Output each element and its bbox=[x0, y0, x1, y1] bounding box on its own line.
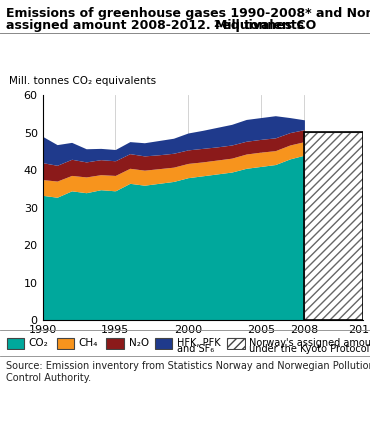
Text: Emissions of greenhouse gases 1990-2008* and Norway's: Emissions of greenhouse gases 1990-2008*… bbox=[6, 7, 370, 19]
Bar bbox=[57, 338, 74, 349]
Bar bbox=[107, 338, 124, 349]
Text: equivalents: equivalents bbox=[218, 19, 304, 31]
Bar bbox=[305, 132, 363, 320]
Text: HFK, PFK: HFK, PFK bbox=[177, 338, 221, 348]
Text: Norway's assigned amount: Norway's assigned amount bbox=[249, 338, 370, 348]
Text: under the Kyoto Protocol: under the Kyoto Protocol bbox=[249, 344, 369, 354]
Text: CO₂: CO₂ bbox=[29, 338, 48, 348]
Text: 2: 2 bbox=[213, 20, 219, 29]
Text: CH₄: CH₄ bbox=[79, 338, 98, 348]
Bar bbox=[155, 338, 172, 349]
Text: Source: Emission inventory from Statistics Norway and Norwegian Pollution
Contro: Source: Emission inventory from Statisti… bbox=[6, 361, 370, 383]
Text: Mill. tonnes CO₂ equivalents: Mill. tonnes CO₂ equivalents bbox=[9, 76, 156, 86]
Bar bbox=[7, 338, 24, 349]
Bar bbox=[305, 132, 363, 320]
Bar bbox=[227, 338, 245, 349]
Text: assigned amount 2008-2012. Mill tonnes CO: assigned amount 2008-2012. Mill tonnes C… bbox=[6, 19, 316, 31]
Text: N₂O: N₂O bbox=[129, 338, 149, 348]
Text: and SF₆: and SF₆ bbox=[177, 344, 214, 354]
